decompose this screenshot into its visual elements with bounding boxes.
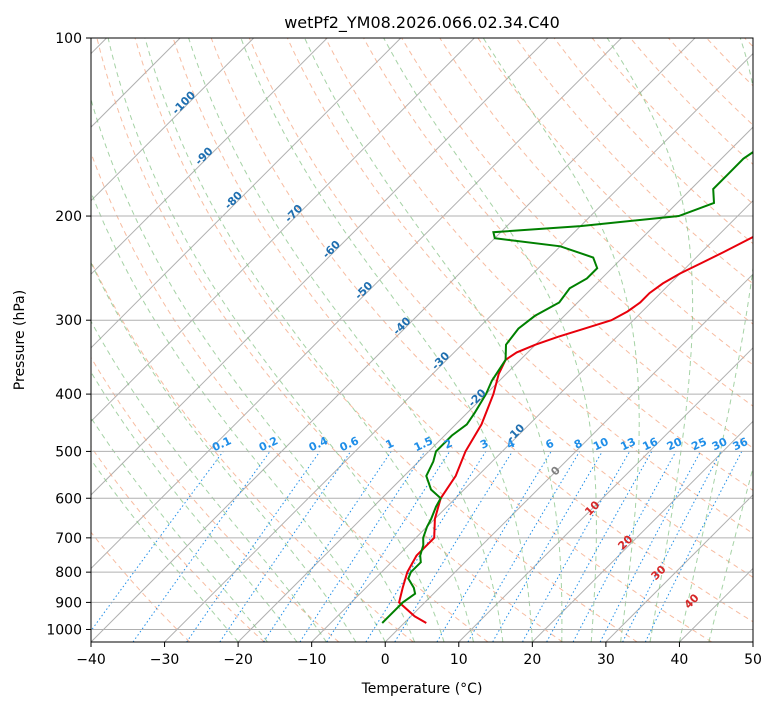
moist-adiabat-line [606, 38, 694, 642]
mixing-ratio-label: 10 [591, 435, 611, 453]
mixing-ratio-label: 20 [665, 435, 685, 453]
temperature-profile-line [397, 235, 753, 624]
mixing-ratio-label: 13 [618, 435, 637, 453]
isotherm-line [237, 126, 753, 642]
mixing-ratio-line [299, 451, 426, 642]
isotherm-line [605, 494, 753, 642]
x-tick-label: 50 [744, 652, 762, 668]
mixing-ratio-line [91, 451, 224, 632]
mixing-ratio-label: 25 [689, 435, 708, 453]
x-tick-label: 30 [597, 652, 615, 668]
y-axis-label: Pressure (hPa) [12, 290, 28, 390]
isotherm-line [91, 38, 622, 570]
moist-adiabat-line [91, 458, 239, 642]
y-tick-label: 700 [55, 531, 82, 547]
moist-adiabat-line [91, 416, 268, 642]
y-tick-label: 200 [55, 209, 82, 225]
moist-adiabat-line [91, 190, 386, 642]
dry-adiabat-line [286, 38, 753, 535]
x-tick-label: −30 [150, 652, 180, 668]
x-tick-label: −20 [223, 652, 253, 668]
mixing-ratio-line [219, 451, 352, 642]
dry-adiabat-line [91, 356, 340, 642]
dewpoint-profile-line [381, 150, 753, 624]
y-tick-label: 600 [55, 491, 82, 507]
dry-adiabat-line [96, 38, 563, 642]
moist-adiabat-line [91, 97, 416, 642]
x-axis: −40 −30 −20 −10 0 10 20 30 40 50 [76, 642, 762, 668]
x-tick-label: 20 [523, 652, 541, 668]
moist-adiabat-line [482, 38, 640, 642]
y-tick-label: 300 [55, 313, 82, 329]
mixing-ratio-label: 36 [731, 435, 751, 453]
x-axis-label: Temperature (°C) [361, 681, 483, 697]
isotherm-line [91, 38, 549, 496]
isotherm-line [91, 38, 255, 202]
dry-adiabat-line [401, 38, 753, 407]
x-tick-label: 40 [671, 652, 689, 668]
isotherm-line [164, 52, 753, 642]
y-tick-label: 900 [55, 595, 82, 611]
moist-adiabat-line [240, 38, 533, 642]
dry-adiabat-line [91, 531, 191, 642]
plot-frame [90, 37, 754, 643]
mixing-ratio-line [132, 451, 271, 642]
dry-adiabat-line [515, 38, 753, 285]
isotherm-line [91, 38, 328, 275]
plot-area [91, 38, 753, 642]
dry-adiabat-line [134, 38, 638, 642]
y-tick-label: 800 [55, 565, 82, 581]
isotherm-line [91, 38, 402, 349]
isotherm-line [91, 38, 696, 642]
mixing-ratio-label: 16 [641, 435, 661, 453]
mixing-ratio-line [546, 451, 653, 642]
mixing-ratio-line [644, 451, 743, 642]
mixing-ratio-label: 30 [710, 435, 730, 453]
moist-adiabat-line [91, 371, 298, 642]
dry-adiabat-line [91, 260, 414, 642]
dry-adiabat-line [248, 38, 753, 578]
moist-adiabat-line [304, 38, 563, 642]
y-tick-label: 100 [55, 31, 82, 47]
x-tick-label: −40 [76, 652, 106, 668]
moist-adiabat-line [383, 38, 597, 642]
dry-adiabat-line [172, 38, 713, 642]
isotherm-line [531, 420, 753, 642]
y-tick-label: 500 [55, 444, 82, 460]
mixing-ratio-line [263, 451, 392, 642]
y-axis: 100 200 300 400 500 600 700 800 900 1000 [46, 31, 91, 638]
mixing-ratio-line [394, 451, 513, 642]
moist-adiabat-line [144, 38, 474, 642]
x-tick-label: −10 [297, 652, 327, 668]
moist-adiabat-line [91, 261, 357, 642]
mixing-ratio-line [572, 451, 677, 642]
isotherm-line [384, 273, 753, 642]
isotherm-line [458, 347, 753, 642]
dry-adiabat-line [210, 38, 753, 623]
dry-adiabat-line [91, 445, 265, 642]
moist-adiabat-line [107, 38, 445, 642]
x-tick-label: 10 [450, 652, 468, 668]
dry-adiabat-line [439, 38, 753, 366]
y-tick-label: 1000 [46, 622, 82, 638]
mixing-ratio-line [186, 451, 321, 642]
x-tick-label: 0 [381, 652, 390, 668]
mixing-ratio-line [326, 451, 451, 642]
mixing-ratio-line [522, 451, 631, 642]
isotherm-line [91, 38, 475, 423]
chart-title: wetPf2_YM08.2026.066.02.34.C40 [284, 13, 560, 33]
dry-adiabat-line [91, 151, 489, 642]
y-tick-label: 400 [55, 387, 82, 403]
